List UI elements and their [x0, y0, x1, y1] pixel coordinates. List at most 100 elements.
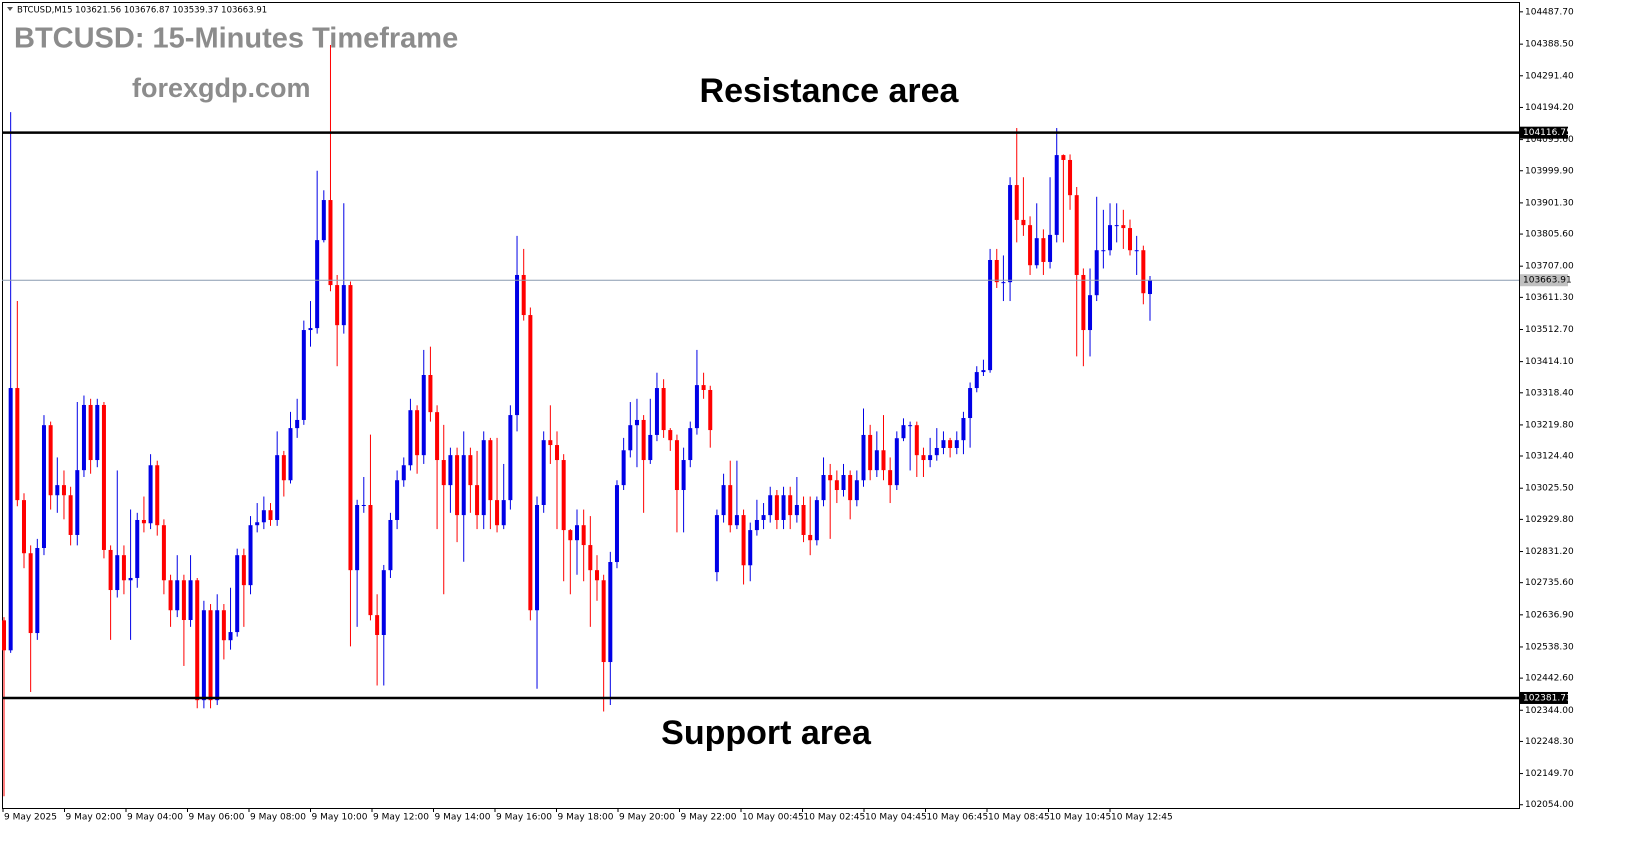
y-tick-label: 103414.10 [1525, 357, 1574, 367]
candle-body [1008, 185, 1013, 283]
candle-body [255, 522, 260, 526]
candle-body [1088, 295, 1093, 331]
candle-body [594, 570, 599, 581]
candle-body [575, 525, 579, 541]
candle-body [168, 580, 173, 611]
support-label: Support area [661, 714, 872, 752]
candle-body [941, 440, 946, 448]
resistance-value-label: 104116.75 [1523, 128, 1572, 138]
candle-body [121, 555, 126, 581]
candle-body [754, 519, 759, 531]
candle-body [35, 548, 40, 634]
chart-title: BTCUSD: 15-Minutes Timeframe [14, 23, 458, 55]
candle-body [8, 388, 13, 651]
candle-body [235, 555, 240, 633]
candle-body [1148, 280, 1152, 295]
x-tick-label: 10 May 08:45 [988, 813, 1050, 823]
candle-body [874, 450, 879, 471]
candle-body [175, 580, 180, 611]
candle-body [221, 610, 226, 641]
candle-body [728, 485, 733, 526]
candle-body [841, 475, 846, 491]
candle-body [928, 455, 933, 461]
y-tick-label: 102442.60 [1525, 674, 1574, 684]
x-tick-label: 9 May 20:00 [619, 813, 675, 823]
y-tick-label: 103025.50 [1525, 484, 1574, 494]
candle-body [701, 385, 706, 390]
chart-subtitle: forexgdp.com [132, 73, 311, 103]
candle-body [1141, 250, 1146, 294]
candle-body [808, 534, 813, 541]
y-tick-label: 103512.70 [1525, 325, 1574, 335]
candle-body [681, 460, 686, 491]
candle-body [475, 485, 480, 516]
candle-body [1014, 185, 1019, 220]
candle-body [48, 425, 53, 496]
candle-body [1108, 225, 1113, 251]
y-tick-label: 103805.60 [1525, 230, 1574, 240]
candle-body [834, 480, 839, 491]
candle-body [1114, 225, 1119, 227]
candle-body [961, 418, 966, 441]
candle-body [1068, 159, 1073, 196]
candle-body [248, 525, 253, 586]
candle-body [1054, 155, 1059, 235]
candle-body [734, 515, 739, 526]
candle-body [188, 580, 193, 621]
candle-body [88, 404, 93, 461]
candle-body [108, 549, 113, 591]
candle-body [295, 419, 300, 429]
candle-body [281, 455, 286, 481]
candle-body [888, 470, 893, 486]
x-tick-label: 10 May 06:45 [927, 813, 989, 823]
candle-body [455, 455, 460, 516]
candle-body [1061, 155, 1066, 160]
x-tick-label: 9 May 02:00 [66, 813, 122, 823]
candle-body [75, 470, 80, 535]
x-tick-label: 10 May 00:45 [742, 813, 804, 823]
candle-body [774, 495, 779, 520]
x-tick-label: 9 May 18:00 [558, 813, 614, 823]
y-tick-label: 102538.30 [1525, 642, 1574, 652]
candle-body [954, 440, 959, 448]
candle-body [348, 285, 353, 571]
x-tick-label: 9 May 08:00 [250, 813, 306, 823]
candle-body [375, 615, 380, 635]
y-tick-label: 104194.20 [1525, 103, 1574, 113]
candle-body [441, 460, 446, 486]
y-tick-label: 102735.60 [1525, 578, 1574, 588]
candle-body [1128, 228, 1133, 251]
plot-frame [2, 2, 1520, 809]
chart-header: BTCUSD,M15 103621.56 103676.87 103539.37… [17, 6, 267, 16]
candle-body [401, 465, 406, 481]
candle-body [781, 495, 786, 520]
candle-body [968, 388, 973, 419]
candle-body [934, 447, 939, 456]
candle-body [581, 525, 586, 546]
y-tick-label: 103707.00 [1525, 262, 1574, 272]
candle-body [215, 610, 220, 701]
y-tick-label: 102248.30 [1525, 737, 1574, 747]
candle-body [788, 495, 793, 516]
candle-body [708, 389, 713, 431]
candle-body [521, 274, 526, 316]
candle-body [428, 375, 433, 413]
candle-body [528, 315, 533, 611]
candle-body [634, 419, 639, 426]
candle-body [288, 428, 293, 481]
y-tick-label: 102831.20 [1525, 547, 1574, 557]
candle-body [568, 530, 573, 541]
candle-body [368, 505, 373, 616]
candle-body [21, 500, 26, 554]
candle-body [135, 519, 140, 578]
candle-body [628, 425, 633, 451]
support-value-label: 102381.73 [1523, 693, 1572, 703]
candle-body [908, 425, 913, 427]
candle-body [614, 485, 619, 563]
candle-body [448, 455, 453, 486]
candle-body [388, 519, 393, 571]
y-tick-label: 103999.90 [1525, 166, 1574, 176]
candle-body [195, 580, 200, 701]
candle-body [721, 485, 726, 516]
candle-body [115, 555, 120, 591]
